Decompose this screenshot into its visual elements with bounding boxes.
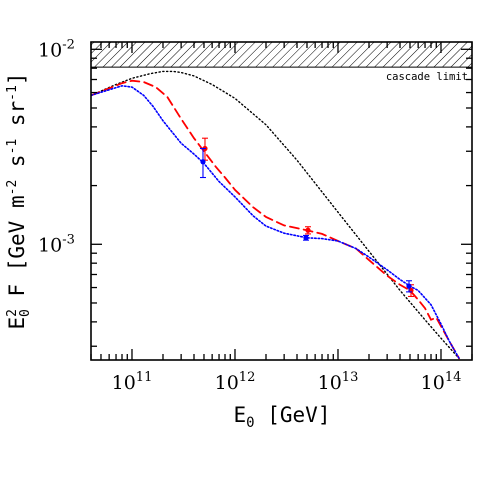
- x-tick-label: 1014: [421, 370, 462, 394]
- data-point: [200, 159, 206, 165]
- x-axis-title-text: E0 [GeV]: [234, 403, 331, 431]
- axis-ticks: 1011 1012 1013 1014 10-3 10-2: [38, 37, 473, 394]
- cascade-limit-label: cascade limit: [386, 71, 468, 83]
- y-axis-title: E20 F [GeV m-2 s-1 sr-1]: [5, 73, 33, 330]
- x-axis-title: E0 [GeV]: [234, 403, 331, 431]
- data-point: [406, 283, 412, 289]
- series-layer: [91, 70, 460, 360]
- series-dashed-red: [91, 79, 460, 360]
- x-tick-label: 1012: [215, 370, 256, 394]
- error-bar-layer: [199, 137, 414, 298]
- cascade-limit-hatch: [91, 42, 472, 68]
- series-dotted-black: [91, 70, 460, 360]
- y-axis-title-text: E20 F [GeV m-2 s-1 sr-1]: [5, 73, 33, 330]
- data-point: [305, 227, 311, 233]
- data-point: [303, 235, 309, 241]
- y-tick-label: 10-3: [38, 232, 75, 256]
- y-tick-label: 10-2: [38, 37, 75, 61]
- x-tick-label: 1013: [318, 370, 359, 394]
- cascade-limit-band: [91, 42, 472, 68]
- series-dotted-blue: [91, 84, 460, 360]
- x-tick-label: 1011: [112, 370, 153, 394]
- plot-frame: [90, 41, 473, 361]
